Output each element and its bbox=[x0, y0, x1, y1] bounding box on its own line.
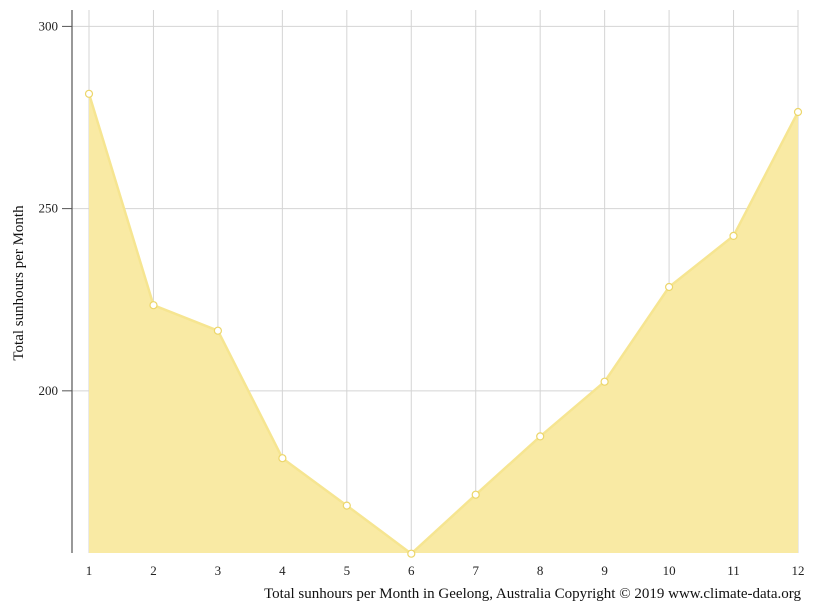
data-points bbox=[84, 89, 803, 558]
data-point bbox=[278, 454, 287, 463]
x-tick-label: 1 bbox=[86, 563, 93, 578]
series-area-fill bbox=[89, 93, 798, 554]
data-point bbox=[536, 432, 545, 441]
data-point bbox=[600, 377, 609, 386]
x-tick-label: 12 bbox=[792, 563, 805, 578]
data-point bbox=[729, 231, 738, 240]
y-tick-label: 300 bbox=[39, 18, 59, 33]
x-tick-label: 11 bbox=[727, 563, 740, 578]
x-tick-label: 5 bbox=[344, 563, 351, 578]
y-tick-label: 200 bbox=[39, 383, 59, 398]
data-point bbox=[793, 107, 803, 117]
x-tick-label: 8 bbox=[537, 563, 544, 578]
series-line bbox=[87, 93, 800, 555]
x-tick-label: 4 bbox=[279, 563, 286, 578]
data-point bbox=[471, 490, 480, 499]
data-point bbox=[664, 282, 674, 292]
x-tick-label: 7 bbox=[472, 563, 479, 578]
y-axis-title: Total sunhours per Month bbox=[11, 205, 27, 361]
x-tick-label: 9 bbox=[601, 563, 608, 578]
x-tick-label: 6 bbox=[408, 563, 415, 578]
x-tick-label: 3 bbox=[215, 563, 222, 578]
x-tick-label: 2 bbox=[150, 563, 157, 578]
axes bbox=[62, 10, 73, 553]
data-point bbox=[342, 501, 351, 510]
x-tick-label: 10 bbox=[663, 563, 676, 578]
data-point bbox=[84, 89, 94, 98]
series-area bbox=[87, 93, 800, 555]
y-tick-label: 250 bbox=[39, 201, 59, 216]
data-point bbox=[149, 301, 158, 310]
chart-caption: Total sunhours per Month in Geelong, Aus… bbox=[264, 586, 801, 602]
data-point bbox=[407, 549, 416, 558]
data-point bbox=[213, 326, 222, 335]
